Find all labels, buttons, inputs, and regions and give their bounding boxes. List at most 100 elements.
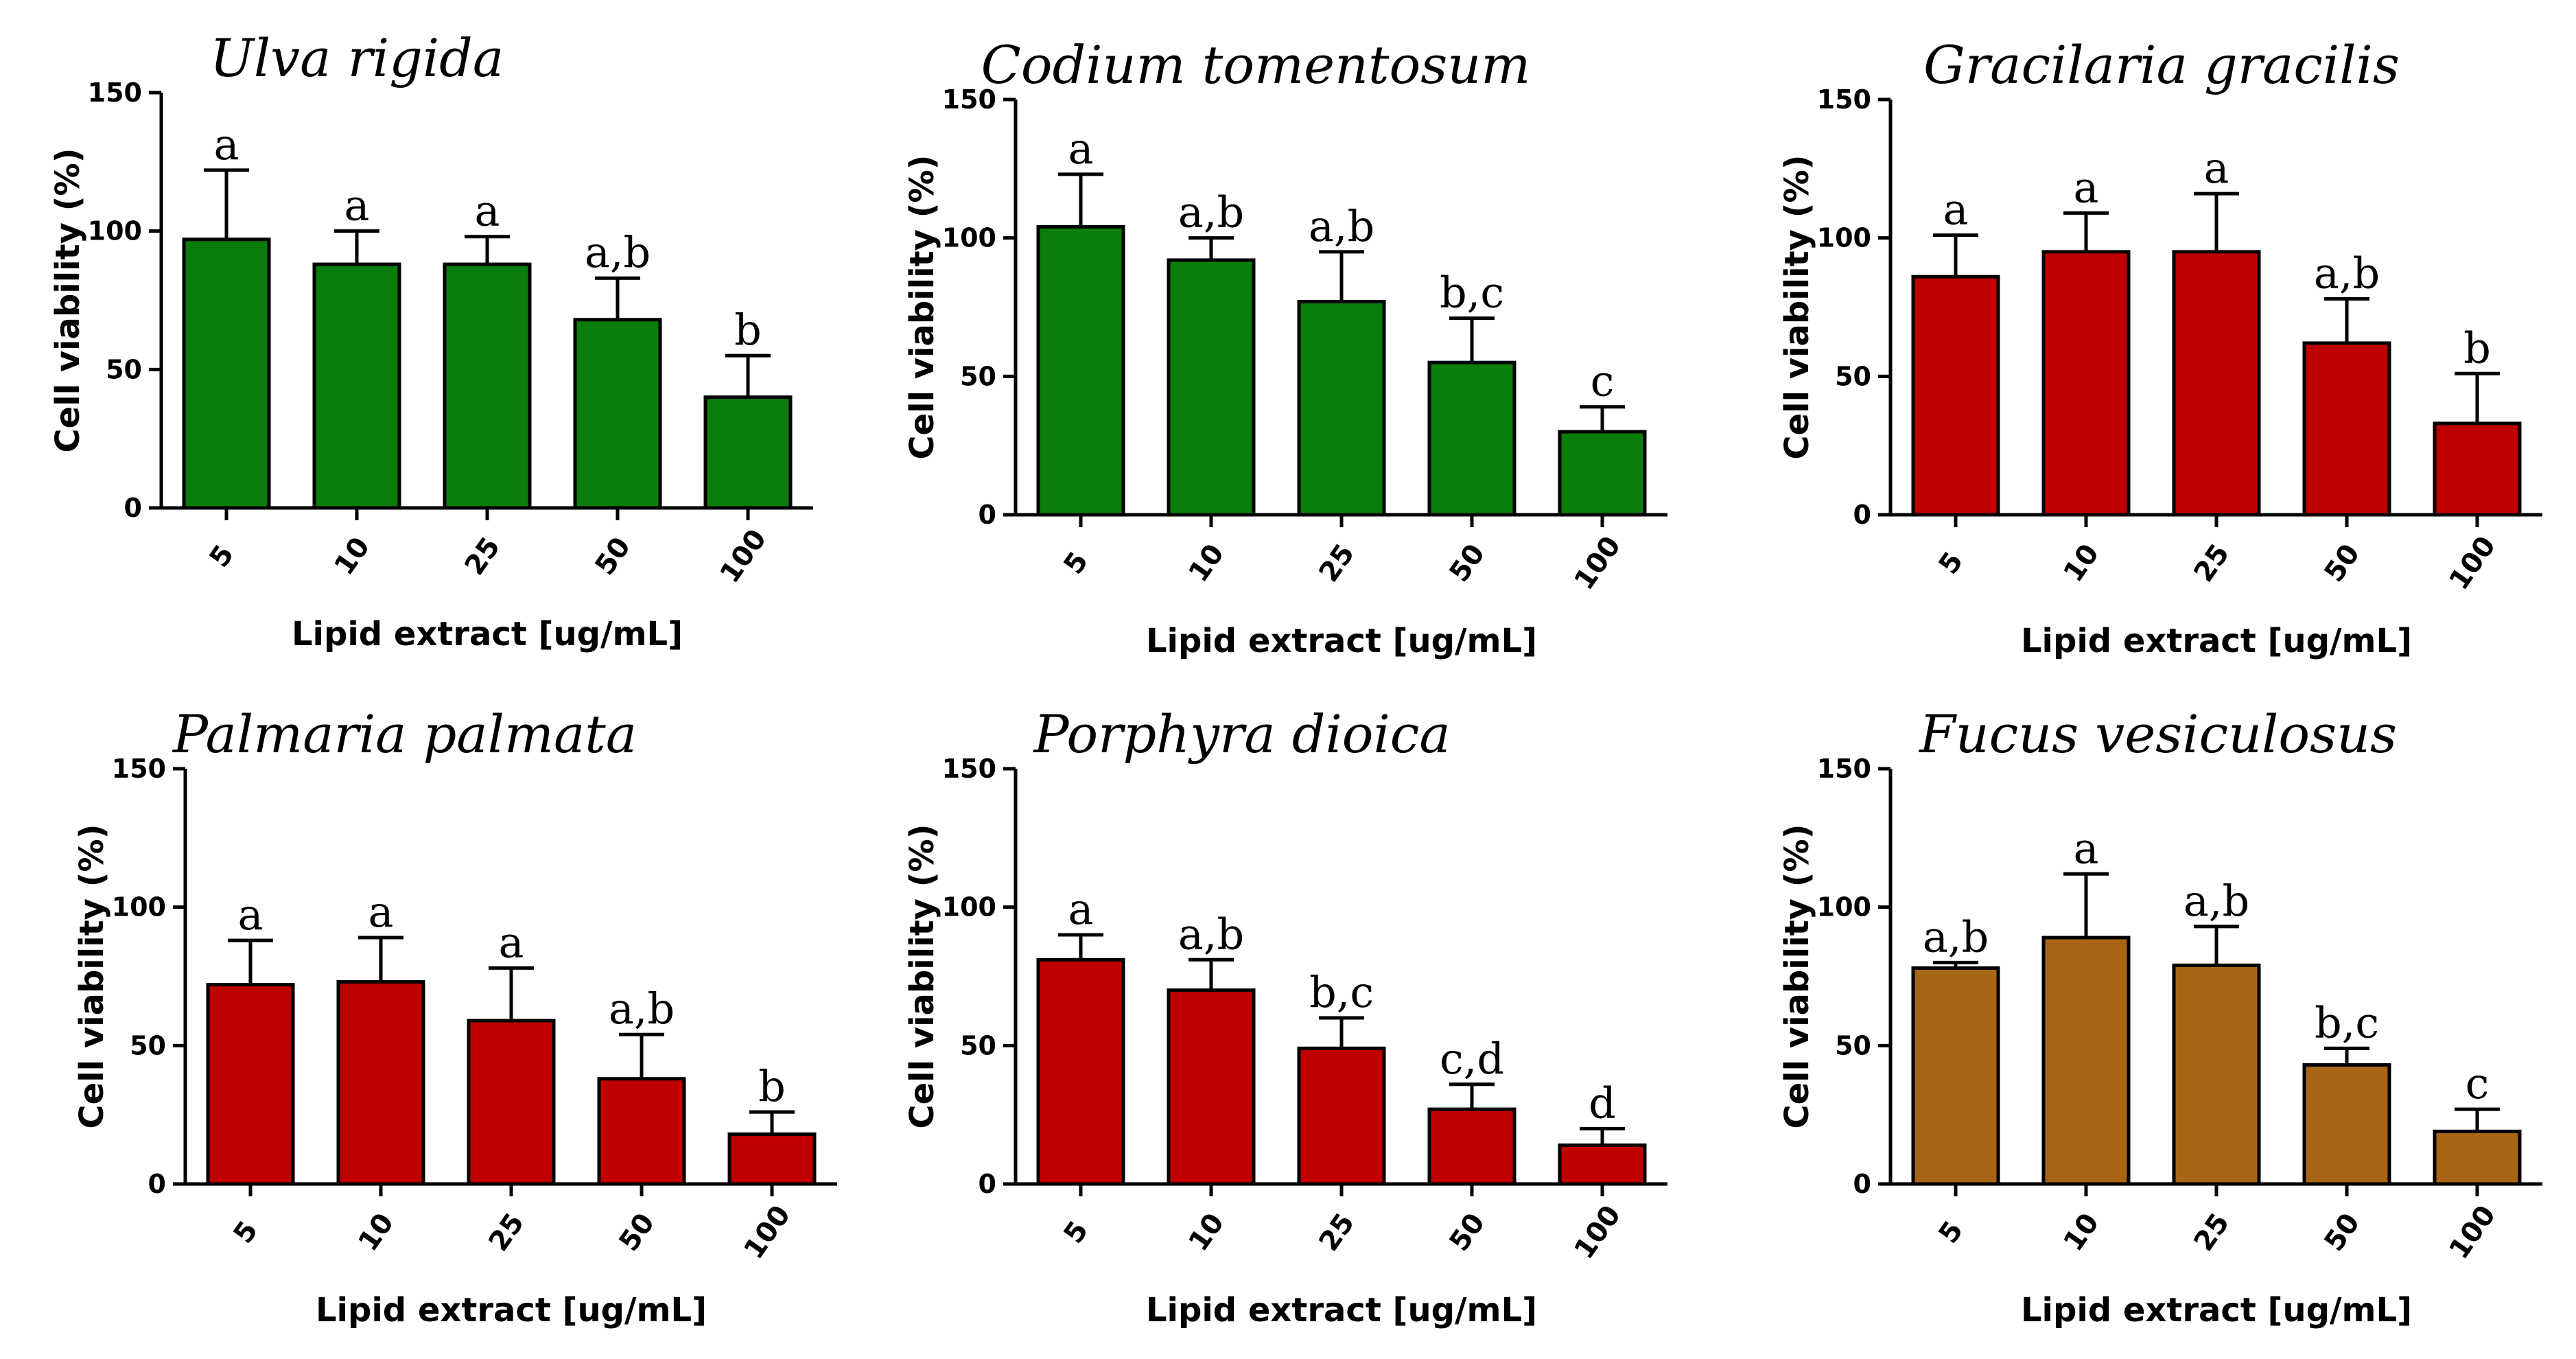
- chart-title: Ulva rigida: [210, 27, 504, 89]
- x-tick-label: 50: [1444, 539, 1492, 588]
- significance-label: a: [2074, 162, 2099, 212]
- bar: [336, 980, 425, 1186]
- significance-label: a,b: [1309, 201, 1374, 251]
- x-tick-label: 5: [1933, 1216, 1970, 1249]
- significance-label: b,c: [1440, 268, 1504, 318]
- x-tick-label: 5: [1058, 546, 1095, 580]
- significance-label: a: [238, 890, 264, 940]
- x-tick-label: 10: [2058, 1208, 2106, 1257]
- chart-panel: Porphyra dioica 0 50 100 150 Cell viability (…: [903, 704, 1667, 1329]
- significance-label: a,b: [2183, 876, 2249, 926]
- x-tick-label: 50: [1444, 1208, 1492, 1257]
- x-tick-label: 10: [1183, 539, 1231, 588]
- y-tick-label: 100: [88, 216, 142, 246]
- y-tick-label: 0: [979, 500, 996, 530]
- chart-title: Palmaria palmata: [172, 704, 637, 765]
- y-tick-label: 100: [942, 223, 996, 253]
- x-tick-label: 100: [2444, 1200, 2503, 1265]
- x-tick-label: 100: [1569, 531, 1628, 596]
- bar: [2302, 341, 2391, 517]
- y-tick-label: 0: [1853, 500, 1871, 530]
- significance-label: a,b: [1923, 911, 1989, 962]
- bar: [727, 1132, 817, 1186]
- x-tick-label: 50: [589, 532, 637, 581]
- x-tick-label: 50: [613, 1208, 661, 1257]
- bar: [1427, 360, 1517, 517]
- x-tick-label: 50: [2319, 539, 2367, 588]
- x-tick-label: 25: [1313, 539, 1361, 588]
- y-tick-label: 150: [942, 84, 996, 115]
- chart-panel: Gracilaria gracilis 0 50 100 150 Cell viabili…: [1778, 34, 2542, 660]
- y-axis-title: Cell viability (%): [903, 154, 941, 459]
- x-tick-label: 100: [738, 1200, 797, 1265]
- bar: [1167, 258, 1256, 517]
- x-tick-label: 25: [1313, 1208, 1361, 1257]
- chart-title: Codium tomentosum: [981, 34, 1531, 95]
- y-tick-label: 100: [942, 892, 996, 922]
- chart-title: Fucus vesiculosus: [1918, 704, 2397, 765]
- x-axis-title: Lipid extract [ug/mL]: [1146, 1291, 1537, 1329]
- significance-label: a: [1943, 185, 1969, 235]
- significance-label: a,b: [609, 984, 675, 1034]
- bar: [2433, 1129, 2522, 1186]
- y-tick-label: 50: [130, 1030, 166, 1060]
- y-axis-title: Cell viability (%): [903, 824, 941, 1128]
- y-tick-label: 0: [979, 1169, 996, 1199]
- y-tick-label: 50: [960, 361, 996, 391]
- significance-label: a,b: [1178, 909, 1244, 959]
- y-axis-title: Cell viability (%): [1778, 824, 1816, 1128]
- bar: [597, 1077, 686, 1186]
- x-axis-title: Lipid extract [ug/mL]: [316, 1291, 707, 1329]
- significance-label: a: [2204, 143, 2229, 193]
- significance-label: b,c: [2315, 997, 2379, 1047]
- significance-label: c: [1591, 356, 1615, 406]
- y-tick-label: 50: [106, 354, 142, 384]
- bar: [467, 1019, 556, 1186]
- bar: [1036, 957, 1125, 1186]
- y-axis-title: Cell viability (%): [49, 148, 87, 452]
- y-tick-label: 150: [88, 78, 142, 108]
- y-tick-label: 0: [124, 493, 142, 523]
- x-tick-label: 25: [2188, 1208, 2236, 1257]
- x-tick-label: 25: [483, 1208, 531, 1257]
- y-tick-label: 0: [1853, 1169, 1871, 1199]
- y-tick-label: 150: [1817, 754, 1871, 784]
- significance-label: a,b: [585, 227, 651, 277]
- bar: [1297, 299, 1386, 517]
- bar: [1167, 988, 1256, 1186]
- significance-label: a: [1068, 124, 1094, 174]
- y-tick-label: 100: [1817, 223, 1871, 253]
- significance-label: a: [368, 887, 394, 937]
- y-axis-title: Cell viability (%): [73, 824, 111, 1128]
- bar: [703, 395, 793, 510]
- bar: [443, 262, 532, 510]
- bar: [206, 983, 295, 1186]
- significance-label: a: [214, 119, 239, 170]
- bar: [2041, 250, 2131, 517]
- chart-panel: Palmaria palmata 0 50 100 150 Cell viability …: [73, 704, 837, 1329]
- bar: [312, 262, 401, 510]
- bar: [1297, 1046, 1386, 1186]
- significance-label: a: [2074, 823, 2099, 873]
- chart-panel: Codium tomentosum 0 50 100 150 Cell viability…: [903, 34, 1667, 660]
- x-tick-label: 50: [2319, 1208, 2367, 1257]
- x-tick-label: 100: [714, 524, 773, 589]
- x-tick-label: 5: [1058, 1216, 1095, 1249]
- chart-panel: Ulva rigida 0 50 100 150 Cell viability (%) Li…: [49, 27, 813, 653]
- bar: [2041, 936, 2131, 1186]
- chart-title: Porphyra dioica: [1032, 704, 1450, 765]
- x-tick-label: 10: [353, 1208, 401, 1257]
- significance-label: d: [1589, 1078, 1616, 1128]
- y-tick-label: 100: [112, 892, 166, 922]
- bar: [2172, 963, 2261, 1186]
- chart-panel: Fucus vesiculosus 0 50 100 150 Cell viability…: [1778, 704, 2542, 1329]
- x-tick-label: 10: [329, 532, 377, 581]
- significance-label: c,d: [1440, 1034, 1504, 1084]
- x-tick-label: 25: [459, 532, 507, 581]
- y-tick-label: 50: [960, 1030, 996, 1060]
- y-tick-label: 50: [1835, 1030, 1871, 1060]
- y-tick-label: 0: [148, 1169, 166, 1199]
- significance-label: a: [1068, 884, 1094, 934]
- x-tick-label: 5: [228, 1216, 265, 1249]
